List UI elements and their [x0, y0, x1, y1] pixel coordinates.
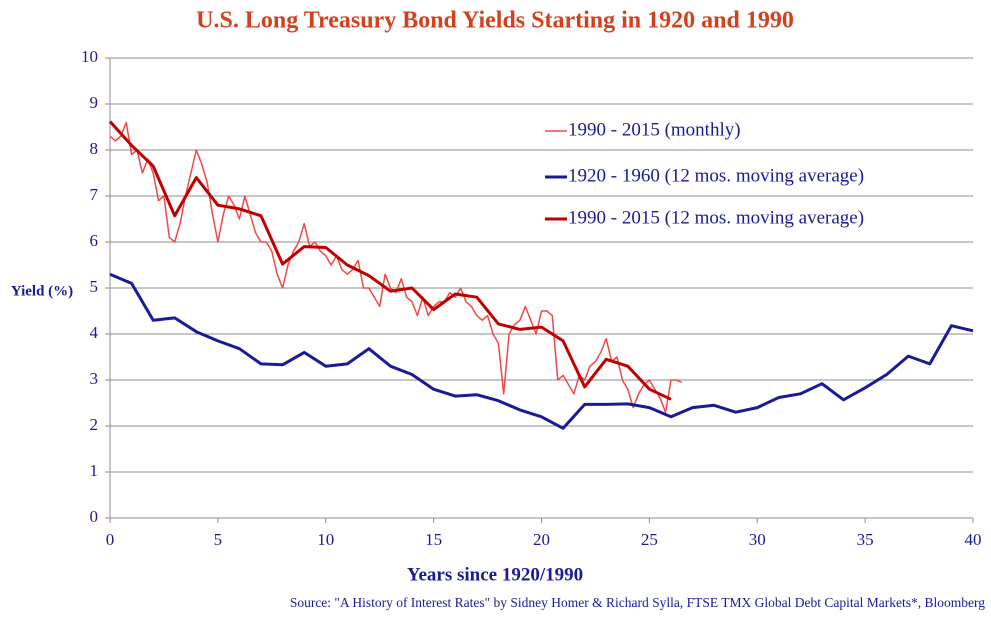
y-tick-label: 8	[90, 139, 99, 158]
y-tick-label: 0	[90, 507, 99, 526]
x-tick-label: 5	[214, 530, 223, 549]
y-tick-label: 1	[90, 461, 99, 480]
legend-label: 1990 - 2015 (monthly)	[568, 119, 741, 140]
x-tick-label: 25	[641, 530, 658, 549]
line-series	[109, 272, 974, 430]
x-tick-label: 15	[425, 530, 442, 549]
x-tick-label: 0	[106, 530, 115, 549]
x-tick-label: 35	[857, 530, 874, 549]
chart-title: U.S. Long Treasury Bond Yields Starting …	[196, 8, 794, 34]
x-tick-label: 20	[533, 530, 550, 549]
line-series	[109, 121, 682, 413]
y-tick-label: 7	[90, 185, 99, 204]
y-axis-label: Yield (%)	[11, 283, 73, 299]
legend-label: 1990 - 2015 (12 mos. moving average)	[568, 207, 864, 228]
x-tick-label: 40	[965, 530, 982, 549]
y-tick-label: 3	[90, 369, 99, 388]
y-tick-label: 10	[81, 47, 98, 66]
y-tick-label: 4	[90, 323, 99, 342]
x-axis-label: Years since 1920/1990	[407, 564, 583, 585]
y-tick-label: 6	[90, 231, 99, 250]
line-series	[108, 120, 672, 401]
y-tick-label: 2	[90, 415, 99, 434]
y-tick-label: 9	[90, 93, 99, 112]
y-tick-label: 5	[90, 277, 99, 296]
x-tick-label: 10	[317, 530, 334, 549]
x-tick-label: 30	[749, 530, 766, 549]
source-note: Source: "A History of Interest Rates" by…	[290, 595, 985, 610]
legend-label: 1920 - 1960 (12 mos. moving average)	[568, 165, 864, 186]
